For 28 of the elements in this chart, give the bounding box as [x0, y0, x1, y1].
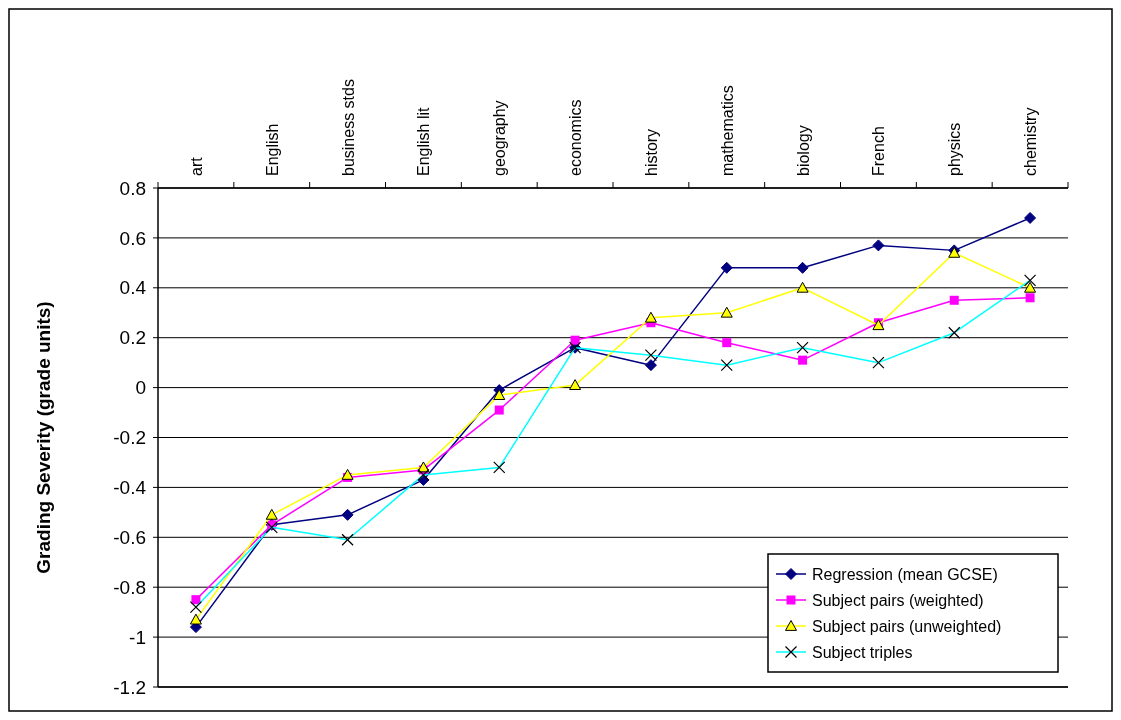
y-tick-label: -0.6 — [113, 526, 146, 548]
x-tick-label: physics — [946, 122, 964, 176]
legend-label: Subject triples — [812, 643, 913, 661]
x-tick-label: art — [187, 156, 205, 176]
y-tick-label: -1.2 — [113, 676, 146, 698]
x-tick-label: history — [642, 128, 660, 176]
x-tick-label: geography — [491, 100, 509, 176]
x-tick-label: English lit — [415, 106, 433, 176]
legend-label: Subject pairs (weighted) — [812, 591, 984, 609]
y-tick-label: -0.8 — [113, 576, 146, 598]
y-tick-label: 0.6 — [119, 227, 146, 249]
x-tick-label: English — [263, 123, 281, 176]
y-tick-label: 0 — [135, 377, 146, 399]
y-tick-label: -0.2 — [113, 427, 146, 449]
legend-label: Regression (mean GCSE) — [812, 565, 998, 583]
x-tick-label: economics — [567, 99, 585, 176]
x-tick-label: business stds — [339, 79, 357, 176]
y-tick-label: -0.4 — [113, 477, 147, 499]
y-axis-title: Grading Severity (grade units) — [33, 301, 54, 574]
y-tick-label: 0.2 — [119, 327, 146, 349]
y-tick-label: 0.4 — [119, 277, 147, 299]
x-tick-label: biology — [794, 125, 812, 176]
y-tick-label: 0.8 — [119, 177, 146, 199]
x-tick-label: chemistry — [1022, 107, 1040, 176]
x-tick-label: French — [870, 126, 888, 176]
x-tick-label: mathematics — [718, 85, 736, 176]
legend-label: Subject pairs (unweighted) — [812, 617, 1002, 635]
y-tick-label: -1 — [129, 626, 146, 648]
